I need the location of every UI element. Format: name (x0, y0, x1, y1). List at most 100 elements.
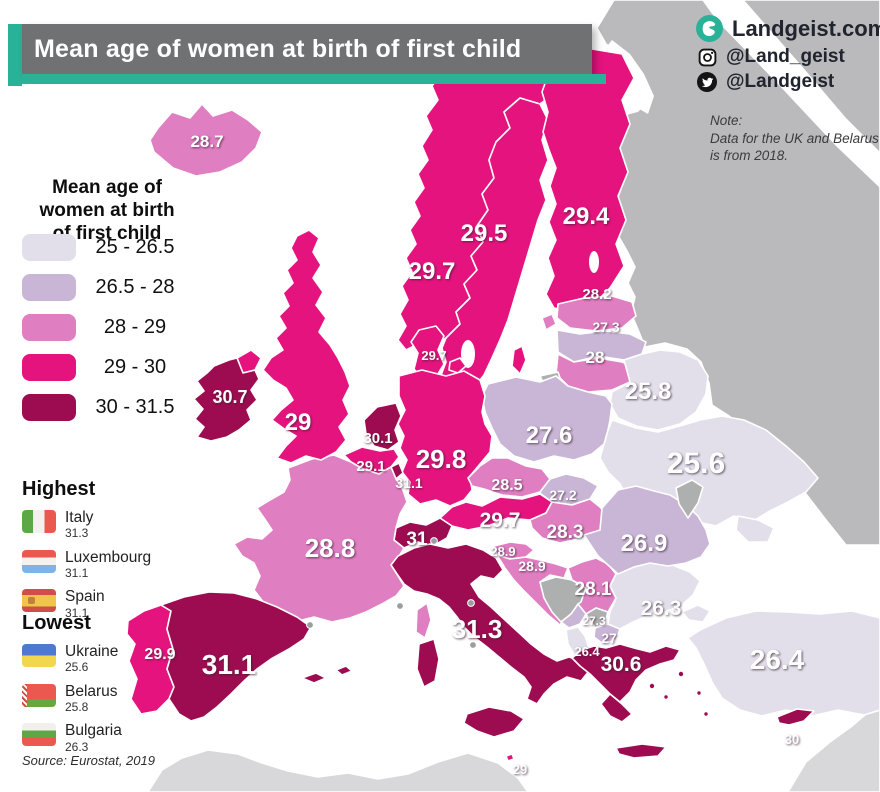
label-montenegro: 27.3 (582, 614, 606, 628)
country-spain (160, 591, 312, 722)
island-menorca (335, 665, 353, 676)
legend-label-4: 29 - 30 (103, 355, 167, 378)
label-netherlands: 30.1 (363, 430, 392, 447)
rank-row: Bulgaria 26.3 (22, 723, 122, 754)
island-saaremaa (541, 313, 557, 331)
source-note: Source: Eurostat, 2019 (22, 753, 155, 768)
label-italy: 31.3 (452, 614, 503, 644)
label-luxembourg: 31.1 (395, 475, 422, 491)
island-crete (615, 743, 667, 759)
region-turkish-thrace (681, 604, 711, 623)
region-middle-east (787, 709, 880, 792)
rank-country: Bulgaria (65, 722, 122, 740)
label-iceland: 28.7 (190, 132, 223, 151)
legend-row: 28 - 29 (22, 313, 194, 341)
legend: 25 - 26.5 26.5 - 28 28 - 29 29 - 30 30 -… (22, 233, 194, 433)
lake-saimaa (589, 251, 599, 273)
branding-twitter-row: @Landgeist (697, 71, 834, 93)
legend-row: 26.5 - 28 (22, 273, 194, 301)
highest-section: Highest Italy 31.3 Luxembourg 31.1 Spain… (22, 478, 151, 629)
note-line1: Note: (710, 113, 743, 128)
label-norway: 29.7 (409, 258, 456, 285)
label-spain: 31.1 (202, 649, 257, 680)
banner-bar: Mean age of women at birth of first chil… (22, 24, 592, 74)
label-cyprus: 30 (785, 732, 799, 747)
country-finland (541, 47, 635, 313)
country-romania (583, 485, 711, 575)
rank-row: Ukraine 25.6 (22, 643, 122, 675)
branding-site-row: Landgeist.com (696, 15, 880, 42)
highest-heading: Highest (22, 478, 96, 500)
label-bulgaria: 26.3 (641, 597, 682, 620)
label-romania: 26.9 (621, 530, 668, 557)
legend-row: 25 - 26.5 (22, 233, 194, 261)
country-ireland (193, 357, 260, 442)
label-estonia: 28.2 (582, 286, 611, 303)
legend-swatch-1 (22, 233, 76, 261)
region-moldova (675, 479, 704, 519)
rank-country: Italy (65, 509, 94, 526)
legend-title-line3: of first child (52, 223, 162, 245)
label-hungary: 28.3 (547, 522, 584, 543)
label-lithuania: 28 (586, 348, 605, 367)
label-malta: 29 (513, 762, 527, 777)
island-sardinia (416, 638, 440, 688)
country-estonia (556, 295, 637, 332)
country-italy (390, 543, 590, 705)
country-malta (505, 753, 515, 762)
rank-value: 26.3 (65, 739, 89, 754)
label-croatia: 28.9 (518, 558, 545, 574)
label-albania: 26.4 (574, 644, 600, 659)
label-portugal: 29.9 (144, 646, 175, 663)
label-austria: 29.7 (480, 509, 521, 532)
twitter-icon (697, 72, 717, 92)
country-cyprus (776, 708, 815, 726)
lake-vanern (461, 340, 475, 368)
label-denmark: 29.7 (421, 348, 446, 363)
rank-country: Ukraine (65, 643, 119, 660)
legend-row: 29 - 30 (22, 353, 194, 381)
rank-value: 31.1 (65, 565, 89, 580)
aegean-island (702, 710, 710, 718)
rank-row: Spain 31.1 (22, 589, 151, 620)
instagram-handle: @Land_geist (726, 46, 845, 67)
region-kosovo (585, 607, 609, 629)
country-iceland (149, 103, 263, 177)
rank-row: Luxembourg 31.1 (22, 548, 152, 581)
island-mallorca (301, 672, 327, 684)
aegean-island (662, 693, 670, 701)
island-gotland (511, 345, 527, 375)
region-crimea (735, 515, 775, 543)
rank-value: 31.3 (65, 526, 89, 541)
note-line2: Data for the UK and Belarus (710, 130, 879, 146)
dot-vatican (469, 641, 477, 649)
twitter-handle: @Landgeist (726, 71, 835, 92)
country-france (233, 454, 408, 623)
island-corsica (415, 602, 432, 639)
bulgaria-flag (22, 723, 56, 747)
site-name: Landgeist.com (732, 15, 880, 41)
label-belgium: 29.1 (356, 458, 385, 475)
page-title: Mean age of women at birth of first chil… (34, 34, 522, 63)
banner-accent-left (8, 24, 22, 86)
lowest-section: Lowest Ukraine 25.6 Belarus 25.8 Bulgari… (22, 612, 122, 763)
aegean-island (648, 682, 656, 690)
legend-title-line1: Mean age of (52, 177, 162, 198)
rank-country: Spain (65, 588, 105, 606)
data-note: Note: Data for the UK and Belarus is fro… (710, 112, 879, 165)
country-greece (571, 643, 681, 703)
region-peloponnese (600, 693, 633, 723)
dot-liechtenstein (430, 537, 438, 545)
rank-country: Luxembourg (65, 548, 152, 566)
aegean-island (677, 670, 685, 678)
label-ukraine: 25.6 (667, 447, 725, 480)
country-hungary (529, 498, 609, 544)
island-sicily (463, 706, 525, 738)
dot-andorra (306, 621, 314, 629)
aegean-island (695, 689, 703, 697)
rank-value: 25.8 (65, 699, 89, 714)
country-turkey (687, 610, 880, 717)
rank-value: 31.1 (65, 605, 89, 620)
rank-country: Belarus (65, 682, 118, 700)
label-north-macedonia: 27 (601, 630, 617, 646)
